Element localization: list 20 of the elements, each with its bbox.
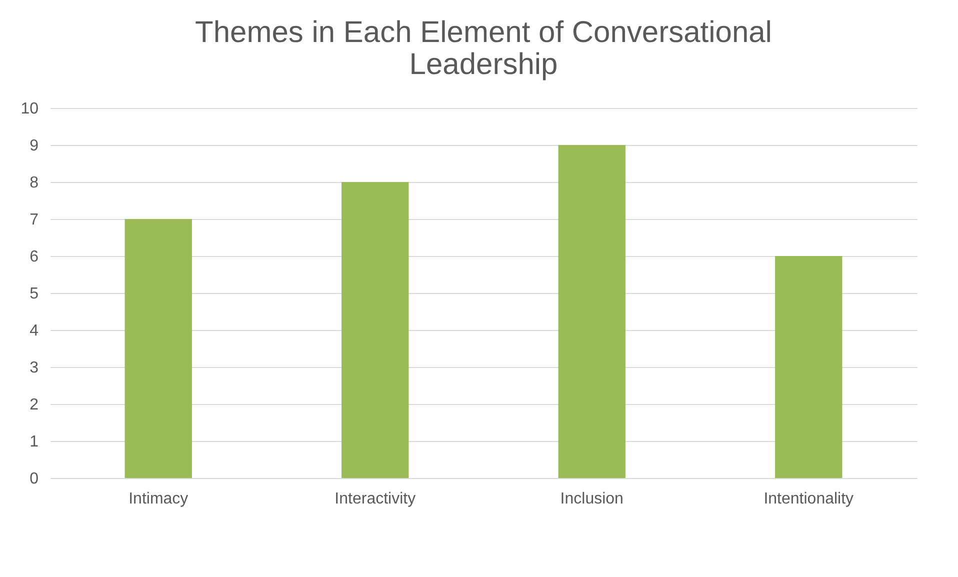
x-tick-label: Intentionality <box>764 490 854 508</box>
y-tick-label: 3 <box>30 360 39 376</box>
y-tick-label: 7 <box>30 212 39 228</box>
bar <box>124 219 192 478</box>
y-tick-label: 2 <box>30 396 39 414</box>
y-tick-label: 5 <box>30 286 39 302</box>
x-tick-label: Intimacy <box>128 490 188 508</box>
y-tick-label: 10 <box>20 100 39 118</box>
x-tick-label: Interactivity <box>334 490 416 508</box>
y-tick-label: 1 <box>30 434 39 450</box>
chart-title: Themes in Each Element of Conversational Leadership <box>195 16 772 81</box>
bar <box>342 182 409 478</box>
bar <box>558 145 626 478</box>
y-tick-label: 4 <box>30 322 39 340</box>
y-tick-label: 0 <box>30 470 39 488</box>
y-tick-label: 9 <box>30 138 39 154</box>
bar <box>775 256 842 478</box>
x-tick-label: Inclusion <box>560 490 624 508</box>
y-tick-label: 6 <box>30 248 39 266</box>
y-tick-label: 8 <box>30 174 39 192</box>
